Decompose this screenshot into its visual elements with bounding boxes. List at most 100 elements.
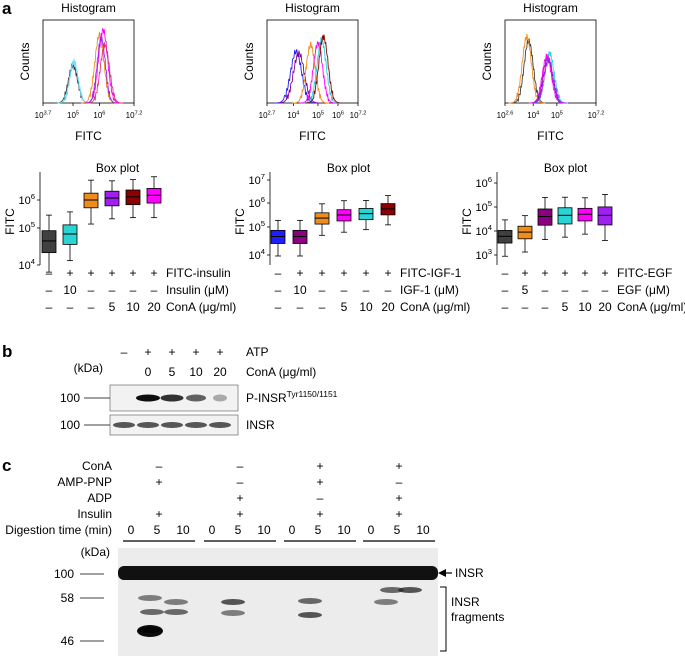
boxplot-box bbox=[557, 207, 573, 225]
marker-100: 100 bbox=[54, 567, 74, 581]
digestion-time: 0 bbox=[128, 523, 135, 537]
condition-sign: + bbox=[316, 507, 323, 521]
cona-label: ConA (μg/ml) bbox=[246, 365, 316, 379]
boxplot-tick-label: 103 bbox=[475, 247, 492, 262]
condition-sign: – bbox=[582, 283, 589, 297]
blot-band bbox=[209, 422, 231, 428]
histogram-tick-label: 105 bbox=[312, 110, 324, 120]
histogram-tick-label: 105 bbox=[551, 110, 563, 120]
fragment-band bbox=[374, 599, 398, 605]
condition-sign: – bbox=[46, 266, 53, 280]
blot-band bbox=[113, 422, 135, 428]
histogram-1: Histogram Counts FITC 103.7 105 106 107.2 bbox=[18, 1, 142, 143]
blot-band bbox=[185, 422, 207, 428]
condition-label: FITC-EGF bbox=[617, 266, 672, 280]
boxplot-title: Box plot bbox=[96, 161, 140, 175]
condition-sign: + bbox=[129, 266, 136, 280]
boxplot-tick-label: 106 bbox=[475, 175, 492, 190]
cona-value: 0 bbox=[145, 365, 152, 379]
boxplot-tick-label: 104 bbox=[18, 257, 35, 272]
boxplot-tick-label: 105 bbox=[18, 220, 35, 235]
boxplot-box bbox=[597, 206, 613, 226]
digestion-time: 10 bbox=[416, 523, 430, 537]
histogram-xlabel: FITC bbox=[75, 129, 102, 143]
condition-sign: 20 bbox=[598, 300, 612, 314]
condition-label: IGF-1 (μM) bbox=[400, 283, 459, 297]
histogram-xlabel: FITC bbox=[299, 129, 326, 143]
condition-sign: + bbox=[561, 266, 568, 280]
histogram-curve bbox=[84, 36, 118, 104]
boxplot-tick-label: 106 bbox=[18, 192, 35, 207]
condition-row-label: AMP-PNP bbox=[57, 475, 112, 489]
condition-sign: + bbox=[155, 507, 162, 521]
boxplot-title: Box plot bbox=[327, 161, 371, 175]
condition-sign: – bbox=[602, 283, 609, 297]
condition-sign: – bbox=[130, 283, 137, 297]
condition-sign: – bbox=[542, 283, 549, 297]
condition-sign: – bbox=[502, 266, 509, 280]
fragments-label: fragments bbox=[451, 610, 504, 624]
condition-label: ConA (μg/ml) bbox=[166, 300, 236, 314]
condition-sign: – bbox=[275, 266, 282, 280]
condition-sign: – bbox=[151, 283, 158, 297]
fragment-band bbox=[164, 609, 188, 615]
marker-46: 46 bbox=[61, 634, 75, 648]
condition-sign: + bbox=[541, 266, 548, 280]
condition-row-label: Insulin bbox=[77, 507, 112, 521]
condition-sign: + bbox=[108, 266, 115, 280]
histogram-xlabel: FITC bbox=[537, 129, 564, 143]
panel-a-label: a bbox=[2, 0, 12, 18]
condition-label: Insulin (μM) bbox=[166, 283, 229, 297]
condition-sign: 5 bbox=[522, 283, 529, 297]
histogram-tick-label: 104 bbox=[527, 110, 539, 120]
digestion-time: 5 bbox=[235, 523, 242, 537]
histogram-curve bbox=[529, 54, 566, 104]
histogram-frame bbox=[42, 19, 135, 104]
atp-label: ATP bbox=[246, 345, 268, 359]
blot-band bbox=[186, 394, 206, 402]
boxplot-ylabel: FITC bbox=[233, 208, 247, 235]
condition-sign: 10 bbox=[293, 283, 307, 297]
condition-sign: 20 bbox=[381, 300, 395, 314]
condition-sign: + bbox=[296, 266, 303, 280]
condition-sign: + bbox=[236, 491, 243, 505]
condition-sign: + bbox=[66, 266, 73, 280]
condition-sign: – bbox=[502, 283, 509, 297]
digestion-time: 5 bbox=[394, 523, 401, 537]
p-insr-label: P-INSRTyr1150/1151 bbox=[246, 389, 338, 405]
digestion-time: 0 bbox=[289, 523, 296, 537]
atp-sign: + bbox=[168, 345, 175, 359]
condition-sign: – bbox=[522, 300, 529, 314]
blot-band bbox=[136, 394, 160, 402]
histogram-tick-label: 106 bbox=[93, 110, 105, 120]
boxplot-box bbox=[62, 224, 78, 245]
condition-label: EGF (μM) bbox=[617, 283, 670, 297]
fragment-band bbox=[221, 599, 245, 605]
atp-sign: + bbox=[192, 345, 199, 359]
condition-sign: – bbox=[275, 300, 282, 314]
condition-sign: – bbox=[542, 300, 549, 314]
histogram-title: Histogram bbox=[523, 1, 578, 15]
histogram-frame bbox=[266, 19, 359, 104]
fragment-band bbox=[221, 610, 245, 616]
condition-sign: + bbox=[395, 507, 402, 521]
condition-sign: + bbox=[155, 475, 162, 489]
histogram-ylabel: Counts bbox=[242, 42, 256, 80]
atp-sign: + bbox=[216, 345, 223, 359]
blot-band bbox=[213, 394, 227, 402]
histogram-2: Histogram Counts FITC 102.7 104 105 106 107.2 bbox=[242, 1, 366, 143]
insr-label: INSR bbox=[455, 566, 484, 580]
histogram-curve bbox=[299, 41, 337, 104]
marker-58: 58 bbox=[61, 591, 75, 605]
histogram-curve bbox=[86, 42, 124, 104]
boxplot-ylabel: FITC bbox=[3, 208, 17, 235]
blot-band bbox=[137, 422, 159, 428]
histogram-curve bbox=[508, 33, 545, 104]
insr-label: INSR bbox=[246, 418, 275, 432]
condition-label: FITC-IGF-1 bbox=[400, 266, 462, 280]
condition-sign: 5 bbox=[341, 300, 348, 314]
